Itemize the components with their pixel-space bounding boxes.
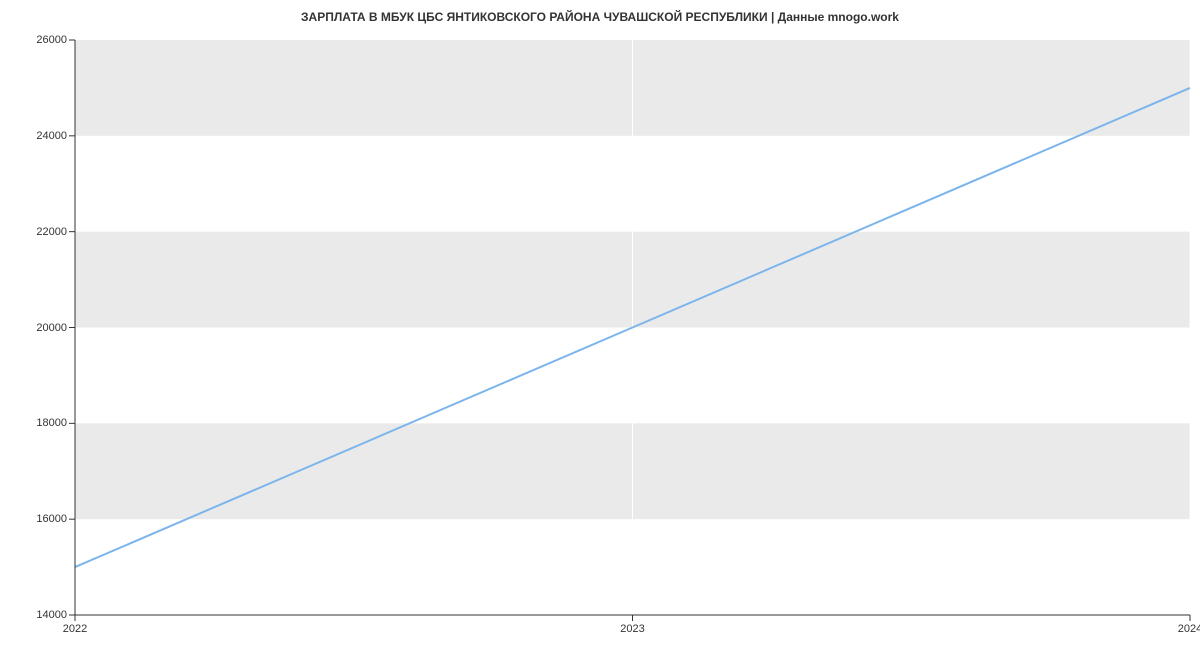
plot-area: 1400016000180002000022000240002600020222… bbox=[75, 40, 1190, 615]
x-tick-label: 2022 bbox=[63, 623, 87, 635]
y-tick-label: 14000 bbox=[36, 609, 67, 621]
chart-container: ЗАРПЛАТА В МБУК ЦБС ЯНТИКОВСКОГО РАЙОНА … bbox=[0, 0, 1200, 650]
x-tick-label: 2024 bbox=[1178, 623, 1200, 635]
y-tick-label: 16000 bbox=[36, 513, 67, 525]
x-tick-label: 2023 bbox=[620, 623, 644, 635]
y-tick-label: 22000 bbox=[36, 226, 67, 238]
y-tick-label: 24000 bbox=[36, 130, 67, 142]
chart-title: ЗАРПЛАТА В МБУК ЦБС ЯНТИКОВСКОГО РАЙОНА … bbox=[0, 10, 1200, 24]
y-tick-label: 18000 bbox=[36, 417, 67, 429]
y-tick-label: 20000 bbox=[36, 322, 67, 334]
y-tick-label: 26000 bbox=[36, 34, 67, 46]
